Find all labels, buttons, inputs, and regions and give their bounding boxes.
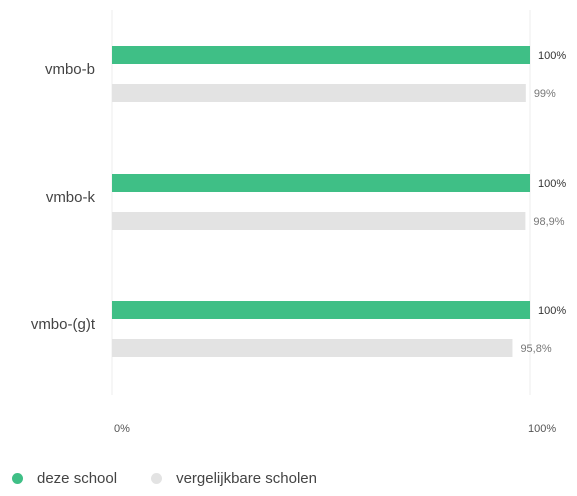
legend-item-comparable[interactable]: vergelijkbare scholen (151, 470, 317, 487)
value-label-vmbo-k-comparable: 98,9% (533, 216, 564, 228)
value-label-vmbo-b-school: 100% (538, 50, 566, 62)
value-label-vmbo-g-t-comparable: 95,8% (520, 343, 551, 355)
legend-label-comparable: vergelijkbare scholen (176, 470, 317, 487)
value-label-vmbo-k-school: 100% (538, 178, 566, 190)
value-label-vmbo-g-t-school: 100% (538, 305, 566, 317)
bar-vmbo-g-t-school[interactable] (112, 301, 530, 319)
value-label-vmbo-b-comparable: 99% (534, 88, 556, 100)
legend: deze school vergelijkbare scholen (12, 470, 351, 487)
legend-label-school: deze school (37, 470, 118, 487)
legend-item-school[interactable]: deze school (12, 470, 117, 487)
category-label-vmbo-b: vmbo-b (45, 61, 95, 78)
bar-vmbo-k-comparable[interactable] (112, 212, 526, 230)
bar-vmbo-b-comparable[interactable] (112, 84, 526, 102)
bar-vmbo-b-school[interactable] (112, 46, 530, 64)
category-label-vmbo-g-t: vmbo-(g)t (31, 316, 96, 333)
bar-vmbo-k-school[interactable] (112, 174, 530, 192)
category-label-vmbo-k: vmbo-k (46, 189, 96, 206)
legend-dot-school (12, 473, 23, 484)
bar-chart: vmbo-b 100% 99% vmbo-k 100% 98,9% vmbo-(g)t 100… (31, 10, 566, 435)
x-tick-label-1: 100% (528, 423, 556, 435)
x-tick-label-0: 0% (114, 423, 130, 435)
bar-vmbo-g-t-comparable[interactable] (112, 339, 513, 357)
legend-dot-comparable (151, 473, 163, 484)
